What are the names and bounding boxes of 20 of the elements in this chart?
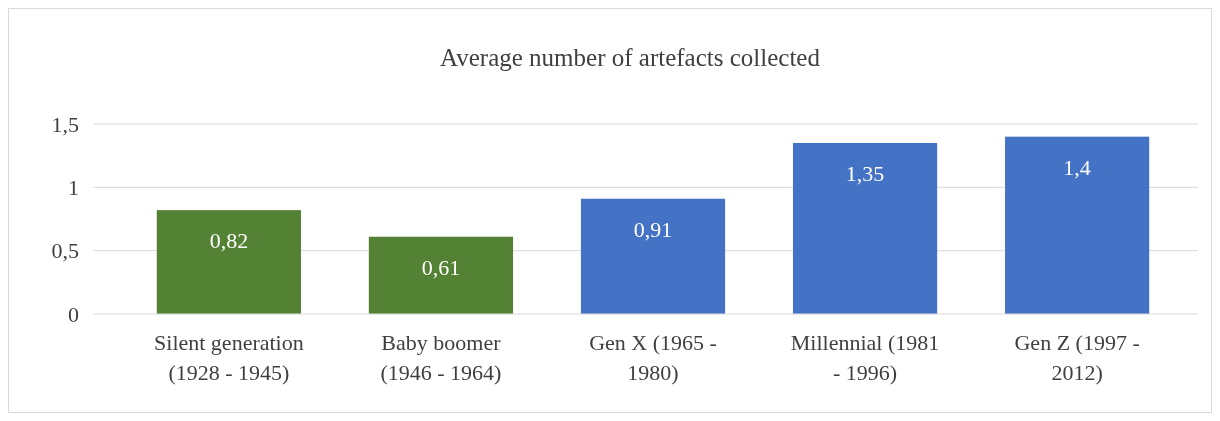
data-label: 0,61 xyxy=(421,254,461,280)
chart-title: Average number of artefacts collected xyxy=(440,44,821,71)
y-tick-label: 0,5 xyxy=(51,238,79,264)
data-label: 0,91 xyxy=(633,216,673,242)
bar xyxy=(1005,136,1150,314)
x-tick-label: Millennial (1981 - 1996) xyxy=(790,330,940,385)
y-tick-label: 1 xyxy=(68,175,79,201)
bar xyxy=(792,143,938,314)
x-tick-label: Baby boomer (1946 - 1964) xyxy=(380,330,502,385)
data-label: 0,82 xyxy=(209,228,249,254)
x-tick-label: Gen X (1965 - 1980) xyxy=(589,330,717,385)
x-tick-label: Silent generation (1928 - 1945) xyxy=(154,330,304,385)
y-tick-label: 1,5 xyxy=(51,111,79,137)
data-label: 1,35 xyxy=(845,161,885,186)
bar xyxy=(156,210,301,314)
y-tick-label: 0 xyxy=(68,301,79,327)
data-label: 1,4 xyxy=(1063,154,1091,180)
x-tick-label: Gen Z (1997 - 2012) xyxy=(1014,330,1140,385)
bar xyxy=(580,198,726,314)
bar xyxy=(368,236,514,314)
